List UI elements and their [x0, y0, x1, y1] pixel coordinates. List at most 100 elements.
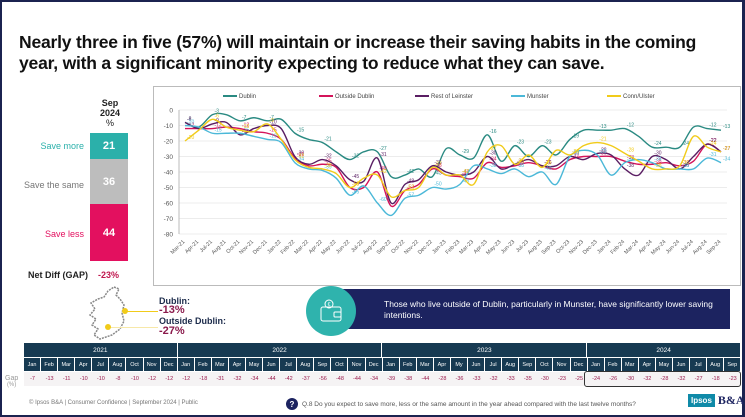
- gap-value: -34: [365, 372, 383, 386]
- gap-value: -10: [75, 372, 93, 386]
- data-label: -52: [407, 185, 414, 191]
- series-line-munster: [184, 124, 722, 217]
- data-label: -28: [627, 147, 634, 153]
- month-header: Sep: [724, 357, 742, 371]
- year-header-2024: 2024: [587, 343, 741, 357]
- y-tick-label: -30: [164, 154, 174, 161]
- data-label: -12: [242, 123, 249, 129]
- month-header: Jul: [92, 357, 110, 371]
- legend-label: Munster: [527, 94, 549, 100]
- gap-value: -37: [297, 372, 315, 386]
- gap-value: -12: [160, 372, 178, 386]
- data-label: -15: [242, 127, 249, 133]
- month-header: Jan: [587, 357, 605, 371]
- data-label: -20: [187, 135, 194, 141]
- month-header: Dec: [160, 357, 178, 371]
- y-tick-label: -10: [164, 123, 174, 130]
- data-label: -57: [407, 192, 414, 198]
- data-label: -19: [572, 133, 579, 139]
- data-label: -36: [682, 160, 689, 166]
- data-label: -13: [599, 124, 606, 130]
- data-label: -21: [599, 137, 606, 143]
- month-header: Dec: [365, 357, 383, 371]
- outside-pointer-line: [108, 327, 158, 328]
- data-label: -27: [489, 146, 496, 152]
- month-header: Mar: [58, 357, 76, 371]
- outside-dublin-label: Outside Dublin:: [159, 316, 226, 326]
- gap-value: -32: [638, 372, 656, 386]
- data-label: -38: [324, 163, 331, 169]
- month-header: Oct: [536, 357, 554, 371]
- month-header: Nov: [348, 357, 366, 371]
- data-label: -55: [352, 189, 359, 195]
- data-label: -21: [324, 137, 331, 143]
- y-axis-ticks: 0 -10 -20 -30 -40 -50 -60 -70 -80: [164, 108, 174, 239]
- month-header: Sep: [519, 357, 537, 371]
- gap-value: -33: [502, 372, 520, 386]
- y-tick-label: -20: [164, 139, 174, 146]
- gap-value: -26: [604, 372, 622, 386]
- data-label: -3: [214, 109, 219, 115]
- gap-value: -11: [58, 372, 76, 386]
- data-label: -13: [242, 124, 249, 130]
- data-label: -12: [709, 123, 716, 129]
- data-label: -38: [627, 163, 634, 169]
- data-label: -38: [434, 163, 441, 169]
- gap-value: -18: [194, 372, 212, 386]
- month-header: Aug: [297, 357, 315, 371]
- data-label: -43: [434, 171, 441, 177]
- month-header: Dec: [570, 357, 588, 371]
- gap-table: 2021 2022 2023 2024 Jan Feb Mar Apr Jul Aug Oct No…: [24, 343, 742, 386]
- data-label: -36: [517, 160, 524, 166]
- data-label: -22: [709, 138, 716, 144]
- month-header: May: [246, 357, 264, 371]
- dublin-marker: [122, 308, 128, 314]
- month-header: Mar: [416, 357, 434, 371]
- series-line-outside-dublin: [185, 126, 722, 208]
- gap-label-text: Gap: [5, 375, 19, 382]
- month-header: Jun: [672, 357, 691, 371]
- data-label: -34: [723, 157, 730, 163]
- gap-table-values: -7 -13 -11 -10 -10 -8 -10 -12 -12 -12 -18 -31 -32 -34…: [24, 372, 742, 386]
- data-label: -36: [682, 160, 689, 166]
- data-label: -31: [297, 152, 304, 158]
- data-label: -30: [572, 151, 579, 157]
- data-label: -30: [572, 151, 579, 157]
- line-chart: Dublin Outside Dublin Rest of Leinster Muns…: [153, 86, 741, 286]
- data-label: -6: [214, 113, 219, 119]
- gap-value: -56: [314, 372, 332, 386]
- data-label: -31: [379, 152, 386, 158]
- data-label: -8: [187, 116, 192, 122]
- data-label: -10: [269, 120, 276, 126]
- data-label: -12: [214, 123, 221, 129]
- data-label: -48: [407, 178, 414, 184]
- data-label: -30: [297, 151, 304, 157]
- gap-table-years: 2021 2022 2023 2024: [24, 343, 741, 357]
- gap-unit-text: (%): [6, 382, 17, 388]
- stacked-bar-header: Sep 2024 %: [88, 98, 132, 128]
- data-label: -16: [489, 129, 496, 135]
- save-less-segment: 44: [90, 204, 128, 261]
- save-same-label: Save the same: [23, 180, 84, 190]
- gap-table-months: Jan Feb Mar Apr Jul Aug Oct Nov Dec Jan Feb Mar Apr M…: [24, 357, 742, 371]
- data-label: -42: [407, 169, 414, 175]
- gap-value: -42: [280, 372, 298, 386]
- outside-marker: [105, 324, 111, 330]
- callout-text: Those who live outside of Dublin, partic…: [384, 299, 713, 320]
- data-label: -24: [654, 141, 661, 147]
- month-header: Feb: [41, 357, 59, 371]
- legend-label: Outside Dublin: [335, 94, 374, 100]
- month-header: Jan: [177, 357, 195, 371]
- data-label: -52: [407, 185, 414, 191]
- data-label: -7: [269, 115, 274, 121]
- data-label: -34: [654, 157, 661, 163]
- series-line-conn-ulster: [184, 118, 722, 199]
- gap-value: -35: [519, 372, 537, 386]
- month-header: Jun: [263, 357, 281, 371]
- svg-text:€: €: [328, 302, 331, 308]
- gap-value: -27: [690, 372, 708, 386]
- gap-value: -28: [655, 372, 673, 386]
- gap-value: -23: [724, 372, 742, 386]
- data-label: -23: [517, 140, 524, 146]
